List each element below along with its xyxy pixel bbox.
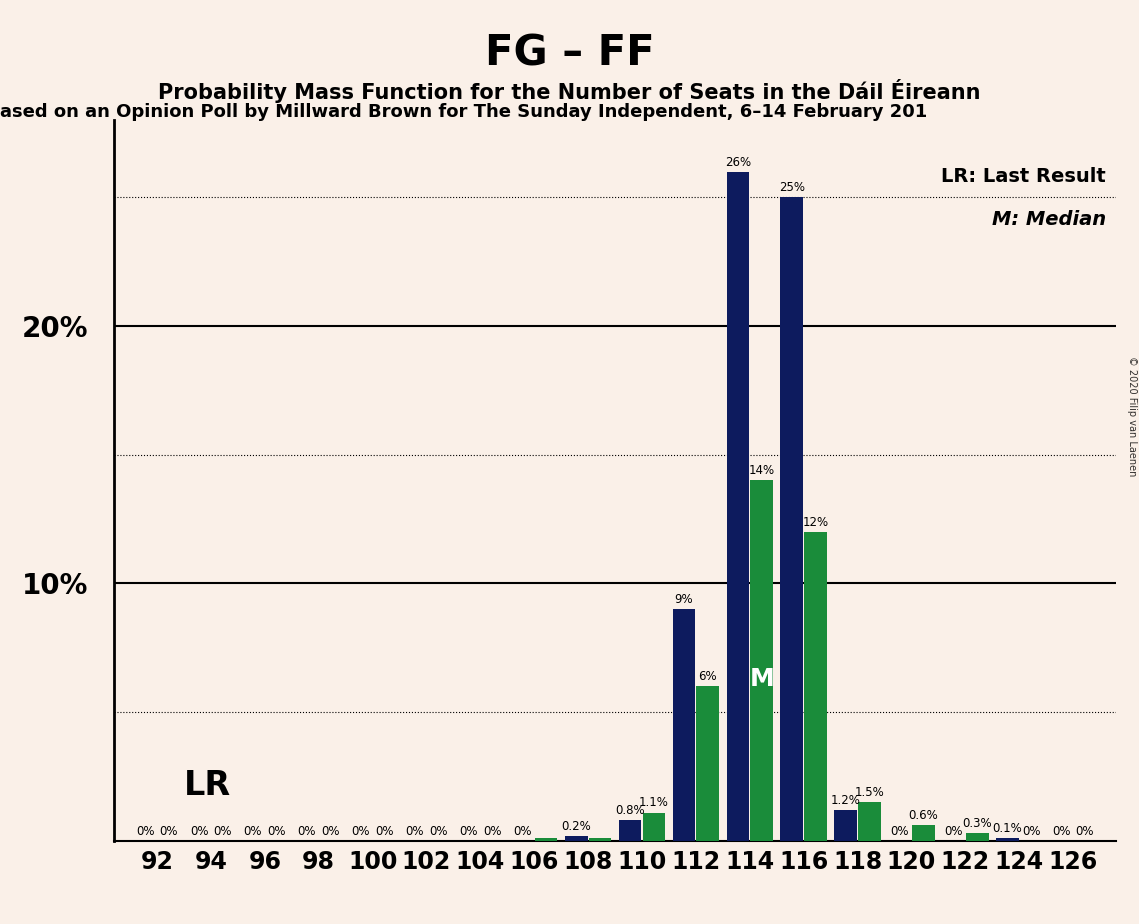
Text: 1.1%: 1.1% xyxy=(639,796,669,809)
Text: 0%: 0% xyxy=(268,825,286,838)
Text: 0%: 0% xyxy=(375,825,394,838)
Text: 0%: 0% xyxy=(459,825,477,838)
Text: 25%: 25% xyxy=(779,181,805,194)
Bar xyxy=(589,838,612,841)
Text: 0%: 0% xyxy=(1075,825,1095,838)
Text: 0%: 0% xyxy=(891,825,909,838)
Text: LR: LR xyxy=(185,769,231,802)
Text: 26%: 26% xyxy=(724,155,751,168)
Text: Probability Mass Function for the Number of Seats in the Dáil Éireann: Probability Mass Function for the Number… xyxy=(158,79,981,103)
Text: 0.2%: 0.2% xyxy=(562,820,591,833)
Text: 1.5%: 1.5% xyxy=(854,786,884,799)
Text: 0%: 0% xyxy=(1022,825,1040,838)
Text: 14%: 14% xyxy=(748,465,775,478)
Bar xyxy=(966,833,989,841)
Text: 0%: 0% xyxy=(297,825,316,838)
Bar xyxy=(995,838,1018,841)
Bar xyxy=(565,835,588,841)
Text: 0%: 0% xyxy=(1052,825,1071,838)
Text: 1.2%: 1.2% xyxy=(830,794,861,807)
Bar xyxy=(858,802,880,841)
Text: 0%: 0% xyxy=(352,825,370,838)
Text: 12%: 12% xyxy=(803,516,828,529)
Text: 9%: 9% xyxy=(674,593,694,606)
Bar xyxy=(751,480,773,841)
Bar xyxy=(780,198,803,841)
Text: 0%: 0% xyxy=(159,825,178,838)
Bar xyxy=(804,532,827,841)
Bar xyxy=(673,609,695,841)
Text: 0.8%: 0.8% xyxy=(615,804,645,817)
Text: 0%: 0% xyxy=(213,825,232,838)
Text: 0.6%: 0.6% xyxy=(909,809,939,822)
Text: © 2020 Filip van Laenen: © 2020 Filip van Laenen xyxy=(1126,356,1137,476)
Text: 0%: 0% xyxy=(190,825,208,838)
Bar xyxy=(618,821,641,841)
Text: 6%: 6% xyxy=(698,670,718,684)
Bar xyxy=(727,172,749,841)
Text: 0%: 0% xyxy=(244,825,262,838)
Text: 0%: 0% xyxy=(483,825,501,838)
Text: 0%: 0% xyxy=(136,825,155,838)
Bar xyxy=(912,825,935,841)
Text: ased on an Opinion Poll by Millward Brown for The Sunday Independent, 6–14 Febru: ased on an Opinion Poll by Millward Brow… xyxy=(0,103,927,121)
Text: 0%: 0% xyxy=(321,825,339,838)
Text: M: M xyxy=(749,667,775,690)
Text: 0%: 0% xyxy=(514,825,532,838)
Text: LR: Last Result: LR: Last Result xyxy=(942,167,1106,186)
Text: 0.1%: 0.1% xyxy=(992,822,1022,835)
Bar xyxy=(642,812,665,841)
Bar xyxy=(835,810,857,841)
Bar xyxy=(535,838,557,841)
Text: 0%: 0% xyxy=(944,825,962,838)
Text: 0%: 0% xyxy=(429,825,448,838)
Text: 0.3%: 0.3% xyxy=(962,817,992,830)
Text: M: Median: M: Median xyxy=(992,211,1106,229)
Bar xyxy=(696,687,719,841)
Text: FG – FF: FG – FF xyxy=(485,32,654,74)
Text: 0%: 0% xyxy=(405,825,424,838)
